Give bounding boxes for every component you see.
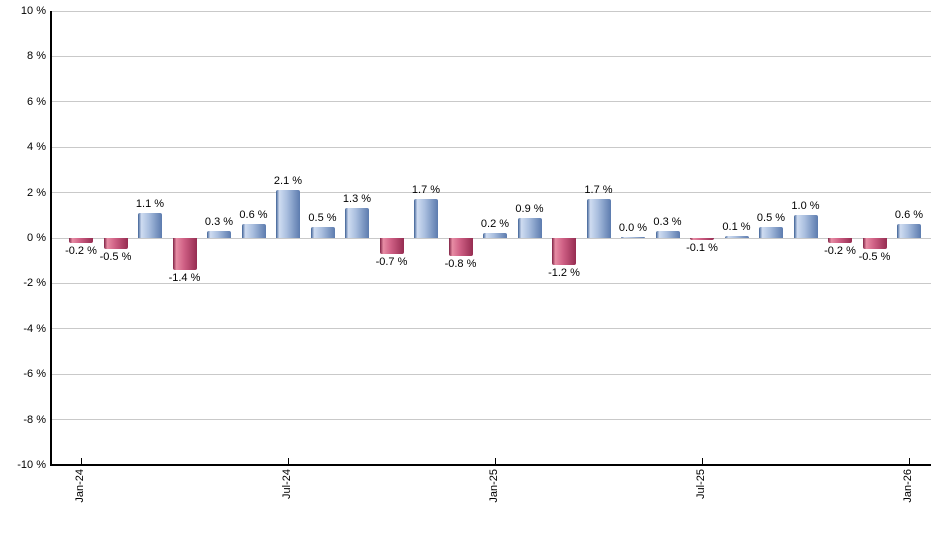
bar-value-label: -0.5 % xyxy=(858,251,891,264)
bar-positive[interactable] xyxy=(241,224,266,238)
bar-value-label: -0.8 % xyxy=(444,258,477,271)
bar-negative[interactable] xyxy=(448,238,473,257)
y-axis-tick-label: -8 % xyxy=(23,413,46,426)
bar-negative[interactable] xyxy=(828,238,852,243)
x-axis-tick-label: Jan-24 xyxy=(74,469,86,503)
gridline xyxy=(51,328,931,330)
bar-positive[interactable] xyxy=(483,233,507,238)
bar-negative[interactable] xyxy=(552,238,576,266)
gridline xyxy=(51,146,931,148)
bar-positive[interactable] xyxy=(724,235,749,238)
bar-value-label: -1.2 % xyxy=(548,267,580,280)
y-axis-tick-label: 8 % xyxy=(27,50,46,63)
bar-negative[interactable] xyxy=(69,238,93,243)
bar-value-label: 0.3 % xyxy=(653,216,682,229)
y-axis-tick-label: -10 % xyxy=(17,459,46,471)
y-axis-tick-label: -4 % xyxy=(23,322,46,335)
bar-positive[interactable] xyxy=(345,208,369,238)
x-axis-tick-mark xyxy=(495,458,496,464)
bar-value-label: -0.2 % xyxy=(65,244,97,257)
bar-value-label: 1.1 % xyxy=(135,198,165,211)
bar-positive[interactable] xyxy=(517,217,542,238)
bar-value-label: -0.7 % xyxy=(375,255,408,268)
bar-value-label: 0.1 % xyxy=(722,220,751,233)
bar-negative[interactable] xyxy=(690,238,714,241)
x-axis-tick-label: Jul-25 xyxy=(695,469,707,499)
bar-value-label: 0.5 % xyxy=(756,211,786,224)
bar-value-label: 0.2 % xyxy=(480,218,510,231)
y-axis-tick-label: -2 % xyxy=(23,277,46,290)
bar-value-label: 1.7 % xyxy=(584,184,613,197)
bar-positive[interactable] xyxy=(621,236,645,238)
gridline xyxy=(51,419,931,421)
bar-negative[interactable] xyxy=(862,238,887,250)
gridline xyxy=(51,10,931,12)
gridline xyxy=(51,237,931,239)
y-axis-tick-label: 2 % xyxy=(27,186,46,199)
gridline xyxy=(51,282,931,284)
gridline xyxy=(51,55,931,57)
bar-positive[interactable] xyxy=(655,231,680,238)
y-axis-line xyxy=(50,11,52,465)
bar-positive[interactable] xyxy=(586,199,611,238)
bar-negative[interactable] xyxy=(103,238,128,250)
y-axis-tick-label: 6 % xyxy=(27,95,46,108)
bar-value-label: 0.6 % xyxy=(239,209,268,222)
bar-value-label: 0.5 % xyxy=(308,211,337,224)
bar-value-label: -0.2 % xyxy=(824,244,856,257)
gridline xyxy=(51,373,931,375)
bar-value-label: 0.3 % xyxy=(204,216,234,229)
x-axis-tick-label: Jan-25 xyxy=(488,469,500,503)
bar-positive[interactable] xyxy=(414,199,438,238)
bar-value-label: -0.1 % xyxy=(686,242,718,255)
bar-negative[interactable] xyxy=(172,238,197,270)
bar-value-label: 1.3 % xyxy=(342,193,372,206)
y-axis-tick-label: 10 % xyxy=(20,5,46,17)
x-axis-tick-mark xyxy=(288,458,289,464)
x-axis-tick-mark xyxy=(909,458,910,464)
x-axis-tick-label: Jan-26 xyxy=(902,469,914,503)
bar-positive[interactable] xyxy=(207,231,231,238)
y-axis-tick-label: 4 % xyxy=(27,141,46,154)
x-axis-tick-label: Jul-24 xyxy=(281,469,293,499)
bar-value-label: 1.0 % xyxy=(791,200,820,213)
bar-negative[interactable] xyxy=(379,238,404,254)
gridline xyxy=(51,192,931,194)
bar-value-label: 0.6 % xyxy=(894,209,924,222)
bar-positive[interactable] xyxy=(897,224,921,238)
x-axis-tick-mark xyxy=(81,458,82,464)
bar-value-label: 1.7 % xyxy=(411,184,441,197)
x-axis-tick-mark xyxy=(702,458,703,464)
bar-value-label: 2.1 % xyxy=(273,175,303,188)
y-axis-tick-label: 0 % xyxy=(27,232,46,244)
bar-value-label: -1.4 % xyxy=(168,271,201,284)
bar-positive[interactable] xyxy=(793,215,818,238)
bar-value-label: 0.9 % xyxy=(515,202,544,215)
y-axis-tick-label: -6 % xyxy=(23,368,46,381)
bar-positive[interactable] xyxy=(310,226,335,238)
bar-positive[interactable] xyxy=(276,190,300,238)
bar-value-label: 0.0 % xyxy=(618,221,648,234)
gridline xyxy=(51,101,931,103)
bar-positive[interactable] xyxy=(759,226,783,238)
bar-positive[interactable] xyxy=(138,213,162,238)
bar-value-label: -0.5 % xyxy=(99,251,132,264)
x-axis-line xyxy=(50,464,931,466)
